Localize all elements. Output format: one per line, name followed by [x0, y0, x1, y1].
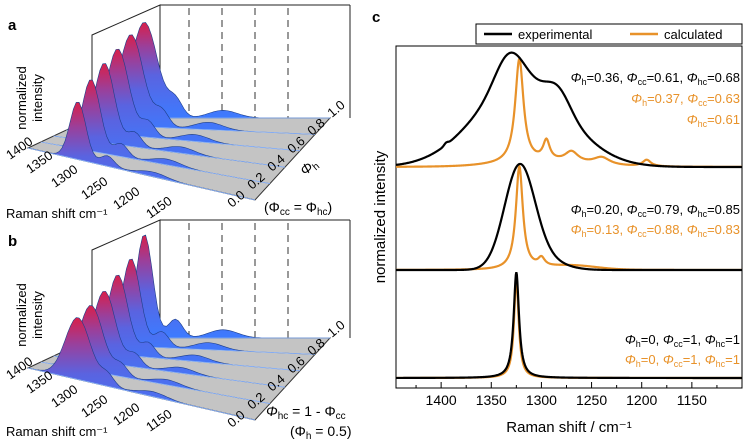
annotation-bottom-calc: Φh=0, Φcc=1, Φhc=1	[625, 352, 740, 369]
x-axis-label: Raman shift / cm⁻¹	[506, 419, 631, 436]
ridgesB-ridge-base-0	[27, 367, 256, 421]
x-tick-label-3: 1250	[576, 392, 607, 408]
panel-c: c experimental calculated 1400 1350 1300 12…	[372, 9, 743, 436]
panel-b-relation: Φhc = 1 - Φcc	[266, 403, 346, 422]
panel-b-tag: b	[8, 233, 17, 250]
annotation-middle: Φh=0.20, Φcc=0.79, Φhc=0.85 Φh=0.13, Φcc…	[571, 202, 740, 239]
panel-a-y-tick-5: 1.0	[324, 97, 347, 120]
panel-a-x-tick-4: 1200	[110, 184, 142, 213]
x-tick-label-0: 1400	[426, 392, 457, 408]
y-axis-label: normalized intensity	[372, 150, 389, 283]
spectrum-middle-calculated	[396, 163, 742, 272]
x-tick-label-4: 1200	[626, 392, 657, 408]
panel-a-y-label: Φh	[297, 155, 322, 181]
annotation-top-calc-2: Φhc=0.61	[687, 112, 740, 129]
panel-c-tag: c	[372, 9, 380, 26]
spectra	[395, 51, 742, 380]
annotation-bottom: Φh=0, Φcc=1, Φhc=1 Φh=0, Φcc=1, Φhc=1	[625, 332, 740, 369]
panel-b-x-tick-3: 1250	[78, 392, 110, 421]
panel-b-x-label: Raman shift cm⁻¹	[6, 424, 108, 439]
x-tick-label-2: 1300	[526, 392, 557, 408]
panel-a-x-tick-2: 1300	[48, 162, 80, 191]
legend-label-calculated: calculated	[664, 27, 723, 42]
panel-a-tag: a	[8, 17, 17, 34]
ridgesA-ridge-base-0	[27, 147, 256, 201]
annotation-top-exp: Φh=0.36, Φcc=0.61, Φhc=0.68	[571, 70, 740, 87]
panel-a-ridges	[27, 22, 330, 201]
annotation-top-calc-1: Φh=0.37, Φcc=0.63	[631, 91, 740, 108]
spectrum-middle-experimental	[396, 162, 742, 272]
panel-b-z-label-1: normalized	[14, 283, 29, 347]
panel-b-x-tick-4: 1200	[110, 400, 142, 429]
x-tick-label-1: 1350	[476, 392, 507, 408]
panel-a-x-label: Raman shift cm⁻¹	[6, 206, 108, 221]
legend-box	[475, 23, 743, 45]
panel-a: a normalized intensity 1400 1350 1300 12…	[3, 4, 351, 221]
legend: experimental calculated	[475, 23, 743, 45]
panel-a-dashed-guides	[188, 8, 289, 118]
panel-b-x-tick-2: 1300	[48, 382, 80, 411]
panel-b-condition: (Φh = 0.5)	[290, 423, 352, 440]
panel-a-condition: (Φcc = Φhc)	[264, 199, 332, 218]
legend-label-experimental: experimental	[518, 27, 593, 42]
panel-a-x-tick-5: 1150	[143, 193, 175, 221]
x-tick-label-5: 1150	[677, 392, 707, 408]
panel-b-z-label-2: intensity	[30, 291, 45, 339]
panel-b-x-tick-5: 1150	[143, 406, 175, 434]
panel-b-ridges	[27, 234, 330, 421]
annotation-bottom-exp: Φh=0, Φcc=1, Φhc=1	[625, 332, 740, 349]
panel-b-y-tick-5: 1.0	[324, 317, 347, 340]
annotation-middle-calc: Φh=0.13, Φcc=0.88, Φhc=0.83	[571, 222, 740, 239]
panel-a-z-label-2: intensity	[30, 74, 45, 122]
panel-b-dashed-guides	[188, 223, 289, 338]
spectrum-bottom-experimental	[396, 271, 742, 380]
panel-b: b normalized intensity 1400 1350 1300 12…	[3, 219, 352, 440]
annotation-top: Φh=0.36, Φcc=0.61, Φhc=0.68 Φh=0.37, Φcc…	[571, 70, 740, 129]
annotation-middle-exp: Φh=0.20, Φcc=0.79, Φhc=0.85	[571, 202, 740, 219]
x-axis-ticks: 1400 1350 1300 1250 1200 1150	[415, 382, 718, 408]
spectrum-top-experimental	[395, 51, 742, 169]
plot-frame	[395, 45, 743, 389]
panel-a-z-label-1: normalized	[14, 66, 29, 130]
panel-a-x-tick-3: 1250	[78, 174, 110, 203]
